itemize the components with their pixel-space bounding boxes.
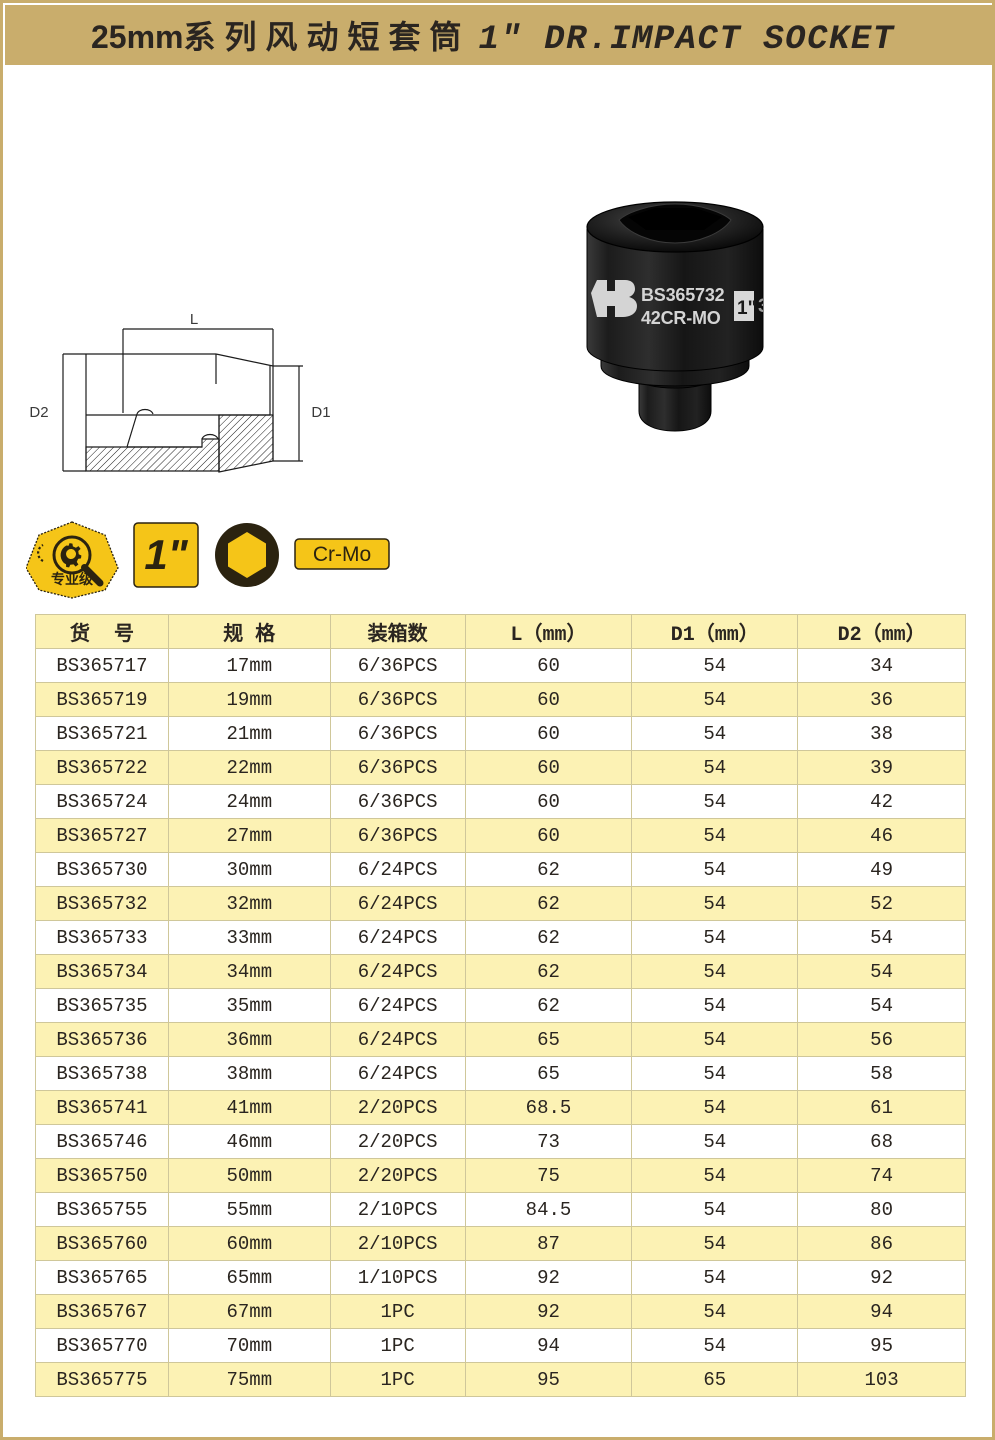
svg-text:L: L [190,311,198,328]
svg-text:D2: D2 [29,404,48,421]
svg-text:1": 1" [144,531,188,578]
svg-text:D1: D1 [311,404,330,421]
svg-text:42CR-MO: 42CR-MO [641,308,721,328]
svg-text:BS365732: BS365732 [641,285,725,305]
svg-text:Cr-Mo: Cr-Mo [313,543,371,566]
svg-text:32mm: 32mm [758,296,813,317]
svg-text:1": 1" [737,298,757,319]
svg-text:专业级: 专业级 [51,571,94,587]
